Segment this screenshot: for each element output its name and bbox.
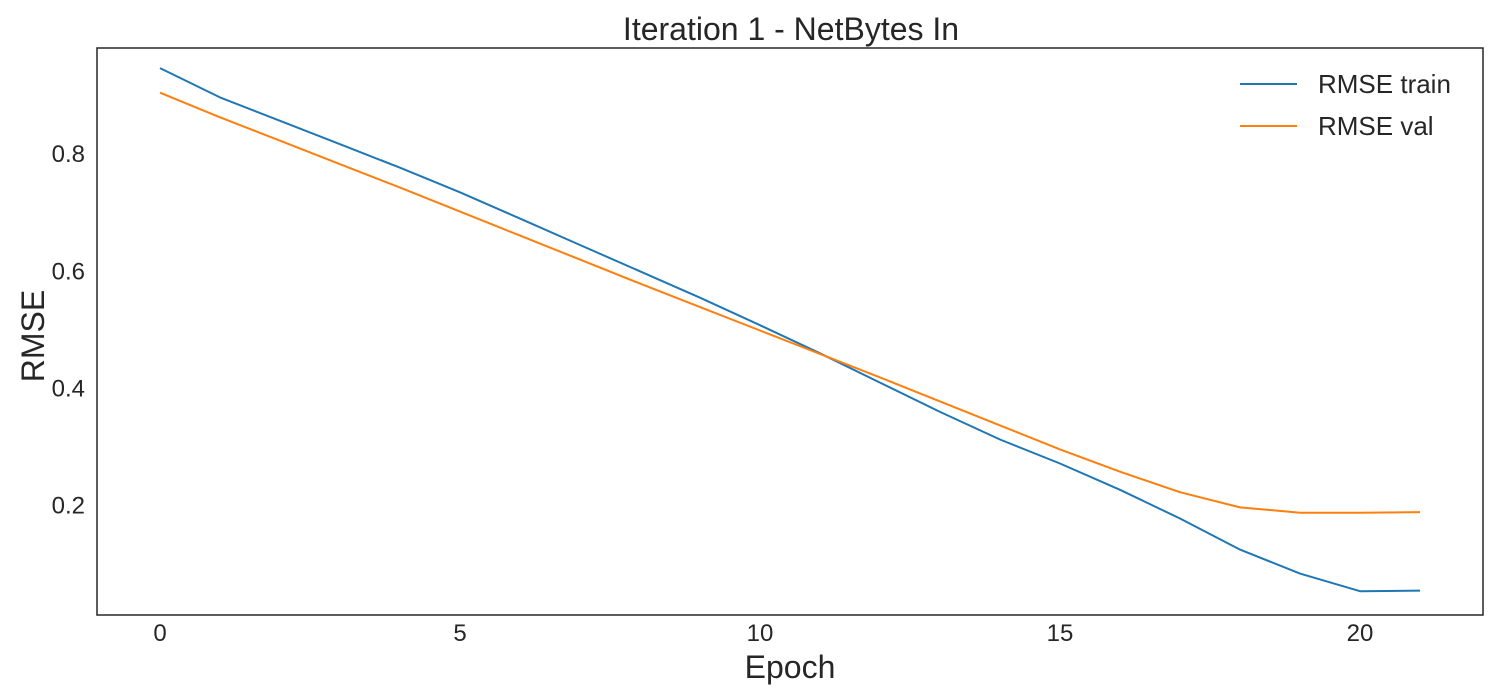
series-line-train <box>159 67 1421 593</box>
legend-label: RMSE val <box>1318 111 1434 141</box>
series-line-val <box>159 91 1421 514</box>
y-tick-label: 0.4 <box>52 375 85 402</box>
y-tick-label: 0.2 <box>52 493 85 520</box>
x-tick-label: 5 <box>453 620 466 647</box>
chart-title: Iteration 1 - NetBytes In <box>623 11 959 47</box>
legend: RMSE train RMSE val <box>1240 69 1451 141</box>
x-tick-label: 0 <box>153 620 166 647</box>
x-tick-label: 20 <box>1347 620 1374 647</box>
x-axis-label: Epoch <box>745 649 836 685</box>
series-lines <box>159 67 1421 593</box>
legend-label: RMSE train <box>1318 69 1451 99</box>
x-tick-label: 10 <box>747 620 774 647</box>
axis-ticks: 0 5 10 15 20 0.2 0.4 0.6 0.8 <box>52 141 1374 647</box>
y-tick-label: 0.8 <box>52 141 85 168</box>
y-axis-label: RMSE <box>15 290 51 382</box>
plot-area <box>96 47 1484 616</box>
y-tick-label: 0.6 <box>52 258 85 285</box>
x-tick-label: 15 <box>1047 620 1074 647</box>
